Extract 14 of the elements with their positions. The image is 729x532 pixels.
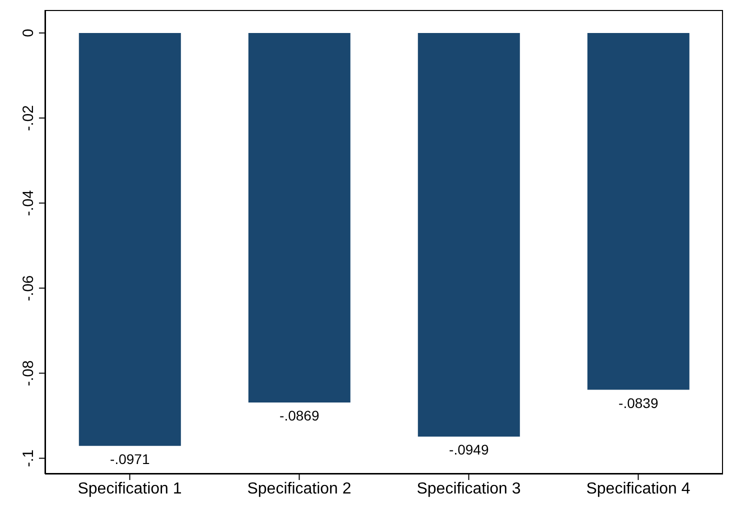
y-tick-label: -.06: [20, 275, 37, 302]
data-label: -.0971: [110, 450, 150, 467]
y-tick-label: 0: [20, 28, 37, 38]
x-tick-label: Specification 1: [78, 480, 182, 498]
x-tick-label: Specification 4: [586, 480, 690, 498]
data-label: -.0949: [449, 442, 489, 458]
y-tick-label: -.02: [20, 105, 37, 131]
x-tick-label: Specification 3: [416, 480, 521, 498]
data-label: -.0839: [618, 394, 658, 411]
data-label: -.0869: [280, 408, 320, 424]
y-tick-label: -.1: [20, 450, 37, 468]
x-tick-label: Specification 2: [247, 480, 352, 498]
y-tick-label: -.08: [20, 360, 37, 386]
y-tick-label: -.04: [20, 190, 37, 216]
